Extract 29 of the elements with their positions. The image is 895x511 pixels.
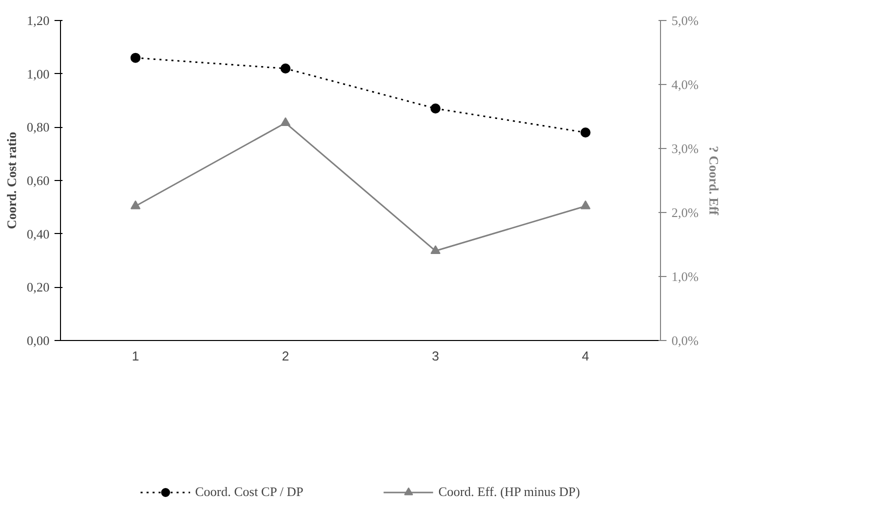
y2-tick-label: 2,0%: [672, 205, 699, 220]
x-tick-label: 4: [582, 348, 590, 364]
y-tick-label: 0,60: [26, 173, 50, 188]
y-tick-label: 1,20: [26, 13, 50, 28]
y-axis-title: Coord. Cost ratio: [4, 132, 19, 230]
x-tick-label: 2: [282, 348, 290, 364]
point: [280, 64, 290, 74]
y2-tick-label: 5,0%: [672, 13, 699, 28]
y-tick-label: 0,20: [26, 280, 50, 295]
point: [280, 117, 290, 126]
y2-axis-title: ? Coord. Eff: [706, 146, 722, 216]
legend-label: Coord. Eff. (HP minus DP): [438, 484, 580, 500]
legend-label: Coord. Cost CP / DP: [195, 484, 304, 500]
x-tick-label: 1: [132, 348, 140, 364]
point: [430, 245, 440, 254]
x-tick-label: 3: [432, 348, 440, 364]
y-tick-label: 1,00: [26, 66, 50, 82]
y-tick-label: 0,00: [26, 333, 50, 348]
point: [580, 128, 590, 138]
y-tick-label: 0,40: [26, 226, 50, 242]
y2-tick-label: 1,0%: [672, 269, 699, 284]
y2-tick-label: 0,0%: [672, 333, 699, 348]
point: [130, 200, 140, 210]
y2-tick-label: 3,0%: [672, 141, 699, 156]
point: [430, 104, 440, 114]
point: [580, 200, 590, 210]
y2-tick-label: 4,0%: [672, 77, 699, 92]
point: [130, 52, 140, 63]
y-tick-label: 0,80: [26, 120, 50, 135]
